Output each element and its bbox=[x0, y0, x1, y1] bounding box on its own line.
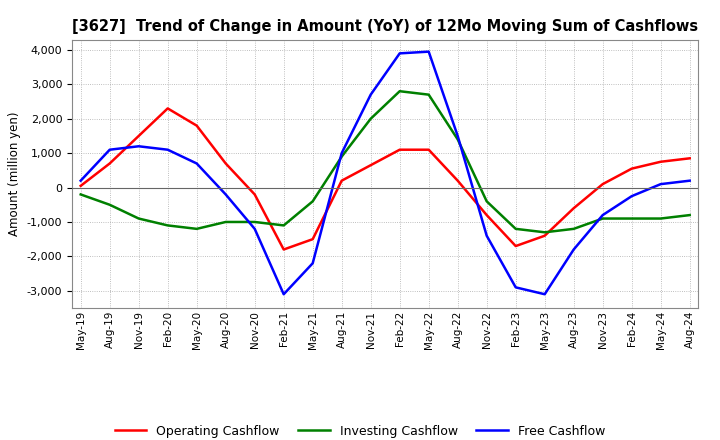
Investing Cashflow bbox=[192, 226, 201, 231]
Investing Cashflow bbox=[598, 216, 607, 221]
Free Cashflow bbox=[251, 226, 259, 231]
Free Cashflow bbox=[192, 161, 201, 166]
Free Cashflow bbox=[598, 213, 607, 218]
Investing Cashflow bbox=[105, 202, 114, 207]
Free Cashflow bbox=[395, 51, 404, 56]
Free Cashflow bbox=[366, 92, 375, 97]
Legend: Operating Cashflow, Investing Cashflow, Free Cashflow: Operating Cashflow, Investing Cashflow, … bbox=[110, 420, 610, 440]
Operating Cashflow bbox=[570, 205, 578, 211]
Free Cashflow bbox=[454, 133, 462, 139]
Operating Cashflow bbox=[366, 162, 375, 168]
Investing Cashflow bbox=[163, 223, 172, 228]
Free Cashflow bbox=[685, 178, 694, 183]
Line: Operating Cashflow: Operating Cashflow bbox=[81, 108, 690, 249]
Operating Cashflow bbox=[598, 181, 607, 187]
Operating Cashflow bbox=[192, 123, 201, 128]
Investing Cashflow bbox=[685, 213, 694, 218]
Free Cashflow bbox=[482, 233, 491, 238]
Investing Cashflow bbox=[251, 219, 259, 224]
Operating Cashflow bbox=[221, 161, 230, 166]
Operating Cashflow bbox=[105, 161, 114, 166]
Investing Cashflow bbox=[338, 154, 346, 159]
Investing Cashflow bbox=[482, 199, 491, 204]
Operating Cashflow bbox=[482, 213, 491, 218]
Investing Cashflow bbox=[279, 223, 288, 228]
Operating Cashflow bbox=[251, 192, 259, 197]
Investing Cashflow bbox=[135, 216, 143, 221]
Free Cashflow bbox=[570, 247, 578, 252]
Operating Cashflow bbox=[76, 183, 85, 188]
Investing Cashflow bbox=[541, 230, 549, 235]
Operating Cashflow bbox=[279, 247, 288, 252]
Operating Cashflow bbox=[454, 178, 462, 183]
Investing Cashflow bbox=[424, 92, 433, 97]
Investing Cashflow bbox=[395, 88, 404, 94]
Free Cashflow bbox=[279, 292, 288, 297]
Free Cashflow bbox=[76, 178, 85, 183]
Investing Cashflow bbox=[366, 116, 375, 121]
Free Cashflow bbox=[105, 147, 114, 152]
Operating Cashflow bbox=[541, 233, 549, 238]
Investing Cashflow bbox=[308, 199, 317, 204]
Free Cashflow bbox=[308, 260, 317, 266]
Operating Cashflow bbox=[338, 178, 346, 183]
Investing Cashflow bbox=[454, 137, 462, 142]
Investing Cashflow bbox=[570, 226, 578, 231]
Investing Cashflow bbox=[221, 219, 230, 224]
Title: [3627]  Trend of Change in Amount (YoY) of 12Mo Moving Sum of Cashflows: [3627] Trend of Change in Amount (YoY) o… bbox=[72, 19, 698, 34]
Operating Cashflow bbox=[395, 147, 404, 152]
Investing Cashflow bbox=[627, 216, 636, 221]
Free Cashflow bbox=[627, 194, 636, 199]
Free Cashflow bbox=[424, 49, 433, 54]
Operating Cashflow bbox=[511, 243, 520, 249]
Free Cashflow bbox=[221, 192, 230, 197]
Operating Cashflow bbox=[308, 237, 317, 242]
Operating Cashflow bbox=[135, 133, 143, 139]
Operating Cashflow bbox=[685, 156, 694, 161]
Investing Cashflow bbox=[76, 192, 85, 197]
Free Cashflow bbox=[541, 292, 549, 297]
Operating Cashflow bbox=[657, 159, 665, 165]
Line: Investing Cashflow: Investing Cashflow bbox=[81, 91, 690, 232]
Free Cashflow bbox=[657, 181, 665, 187]
Line: Free Cashflow: Free Cashflow bbox=[81, 51, 690, 294]
Operating Cashflow bbox=[424, 147, 433, 152]
Investing Cashflow bbox=[657, 216, 665, 221]
Y-axis label: Amount (million yen): Amount (million yen) bbox=[8, 112, 21, 236]
Operating Cashflow bbox=[627, 166, 636, 171]
Free Cashflow bbox=[511, 285, 520, 290]
Operating Cashflow bbox=[163, 106, 172, 111]
Free Cashflow bbox=[163, 147, 172, 152]
Free Cashflow bbox=[338, 150, 346, 156]
Investing Cashflow bbox=[511, 226, 520, 231]
Free Cashflow bbox=[135, 143, 143, 149]
